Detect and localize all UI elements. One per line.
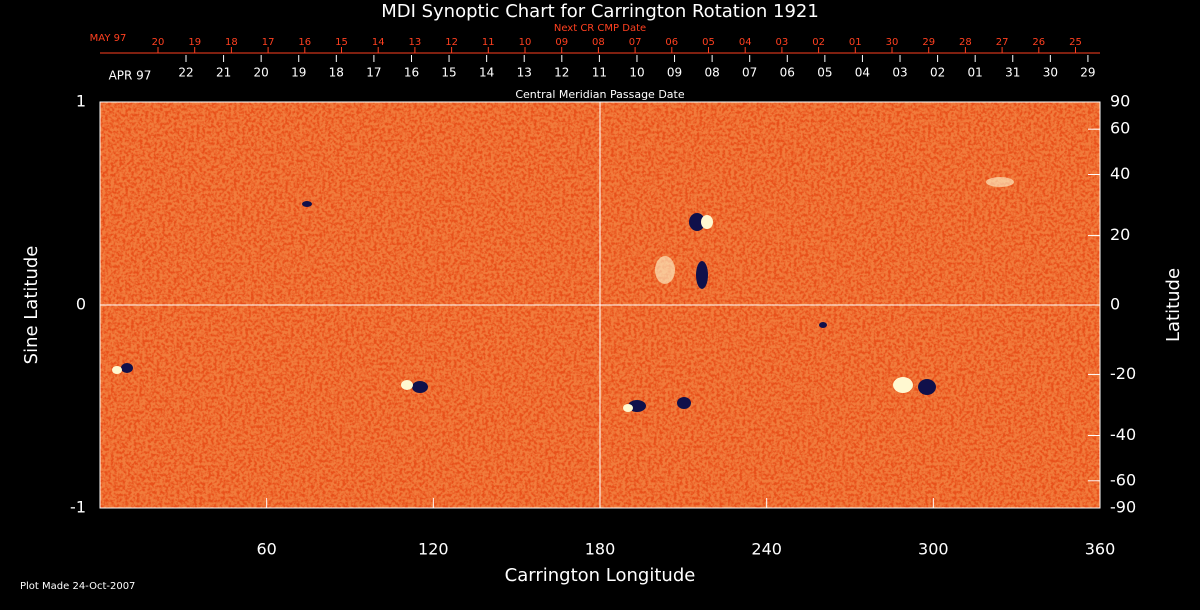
cmp-date: 09	[667, 66, 682, 80]
cmp-start: APR 97	[109, 69, 152, 83]
y-tick-label: -1	[70, 498, 86, 517]
cmp-date: 11	[592, 66, 607, 80]
cmp-date: 17	[366, 66, 381, 80]
y2-tick-label: 40	[1110, 164, 1130, 183]
cmp-date: 15	[441, 66, 456, 80]
next-cmp-date: 16	[298, 37, 311, 48]
next-cmp-date: 17	[262, 37, 275, 48]
cmp-date: 07	[742, 66, 757, 80]
y-tick-label: 1	[76, 92, 86, 111]
y2-tick-label: 20	[1110, 225, 1130, 244]
y-axis-label: Sine Latitude	[21, 246, 42, 365]
cmp-date: 13	[517, 66, 532, 80]
cmp-date: 12	[554, 66, 569, 80]
next-cmp-date: 13	[409, 37, 422, 48]
y2-tick-label: -90	[1110, 498, 1136, 517]
next-cmp-date: 11	[482, 37, 495, 48]
y2-tick-label: 90	[1110, 92, 1130, 111]
cmp-date: 22	[178, 66, 193, 80]
x-tick-label: 360	[1085, 540, 1116, 559]
cmp-date: 10	[629, 66, 644, 80]
y-tick-label: 0	[76, 295, 86, 314]
next-cmp-date: 05	[702, 37, 715, 48]
next-cmp-start: MAY 97	[90, 33, 127, 44]
next-cmp-date: 14	[372, 37, 385, 48]
y2-tick-label: 60	[1110, 119, 1130, 138]
cmp-date: 29	[1080, 66, 1095, 80]
next-cmp-date: 06	[665, 37, 678, 48]
x-tick-label: 300	[918, 540, 949, 559]
next-cmp-date: 26	[1032, 37, 1045, 48]
cmp-date: 19	[291, 66, 306, 80]
cmp-date: 02	[930, 66, 945, 80]
y2-tick-label: -40	[1110, 425, 1136, 444]
x-tick-label: 60	[256, 540, 276, 559]
y2-axis-label: Latitude	[1163, 268, 1184, 342]
x-tick-label: 120	[418, 540, 449, 559]
next-cmp-date: 01	[849, 37, 862, 48]
cmp-date: 31	[1005, 66, 1020, 80]
cmp-date: 01	[968, 66, 983, 80]
next-cmp-date: 10	[519, 37, 532, 48]
cmp-date: 20	[254, 66, 269, 80]
cmp-date: 16	[404, 66, 419, 80]
cmp-date: 04	[855, 66, 870, 80]
cmp-date: 08	[704, 66, 719, 80]
cmp-date: 05	[817, 66, 832, 80]
cmp-date: 14	[479, 66, 494, 80]
next-cmp-date: 18	[225, 37, 238, 48]
next-cmp-date: 29	[922, 37, 935, 48]
y2-tick-label: -20	[1110, 364, 1136, 383]
cmp-date: 18	[329, 66, 344, 80]
next-cmp-date: 27	[996, 37, 1009, 48]
next-cmp-date: 15	[335, 37, 348, 48]
footnote: Plot Made 24-Oct-2007	[20, 581, 135, 592]
y2-tick-label: 0	[1110, 295, 1120, 314]
y2-tick-label: -60	[1110, 470, 1136, 489]
next-cmp-date: 09	[555, 37, 568, 48]
next-cmp-date: 25	[1069, 37, 1082, 48]
next-cmp-date: 30	[886, 37, 899, 48]
x-axis-label: Carrington Longitude	[505, 565, 696, 586]
next-cmp-date: 20	[152, 37, 165, 48]
x-tick-label: 180	[585, 540, 616, 559]
x-tick-label: 240	[751, 540, 782, 559]
chart-title: MDI Synoptic Chart for Carrington Rotati…	[381, 1, 819, 22]
next-cmp-date: 03	[776, 37, 789, 48]
next-cmp-label: Next CR CMP Date	[554, 23, 646, 34]
cmp-date: 06	[780, 66, 795, 80]
cmp-date: 30	[1043, 66, 1058, 80]
next-cmp-date: 08	[592, 37, 605, 48]
cmp-date: 21	[216, 66, 231, 80]
next-cmp-date: 04	[739, 37, 752, 48]
next-cmp-date: 12	[445, 37, 458, 48]
next-cmp-date: 28	[959, 37, 972, 48]
cmp-date: 03	[892, 66, 907, 80]
next-cmp-date: 02	[812, 37, 825, 48]
cmp-label: Central Meridian Passage Date	[515, 88, 684, 101]
next-cmp-date: 07	[629, 37, 642, 48]
next-cmp-date: 19	[188, 37, 201, 48]
